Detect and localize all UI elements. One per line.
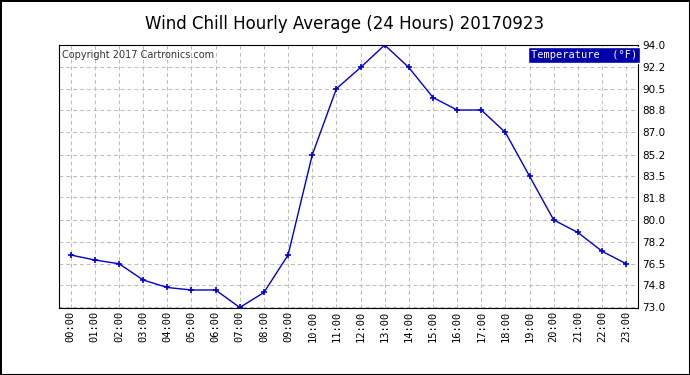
Text: Wind Chill Hourly Average (24 Hours) 20170923: Wind Chill Hourly Average (24 Hours) 201…: [146, 15, 544, 33]
Text: Copyright 2017 Cartronics.com: Copyright 2017 Cartronics.com: [61, 50, 214, 60]
Text: Temperature  (°F): Temperature (°F): [531, 50, 637, 60]
